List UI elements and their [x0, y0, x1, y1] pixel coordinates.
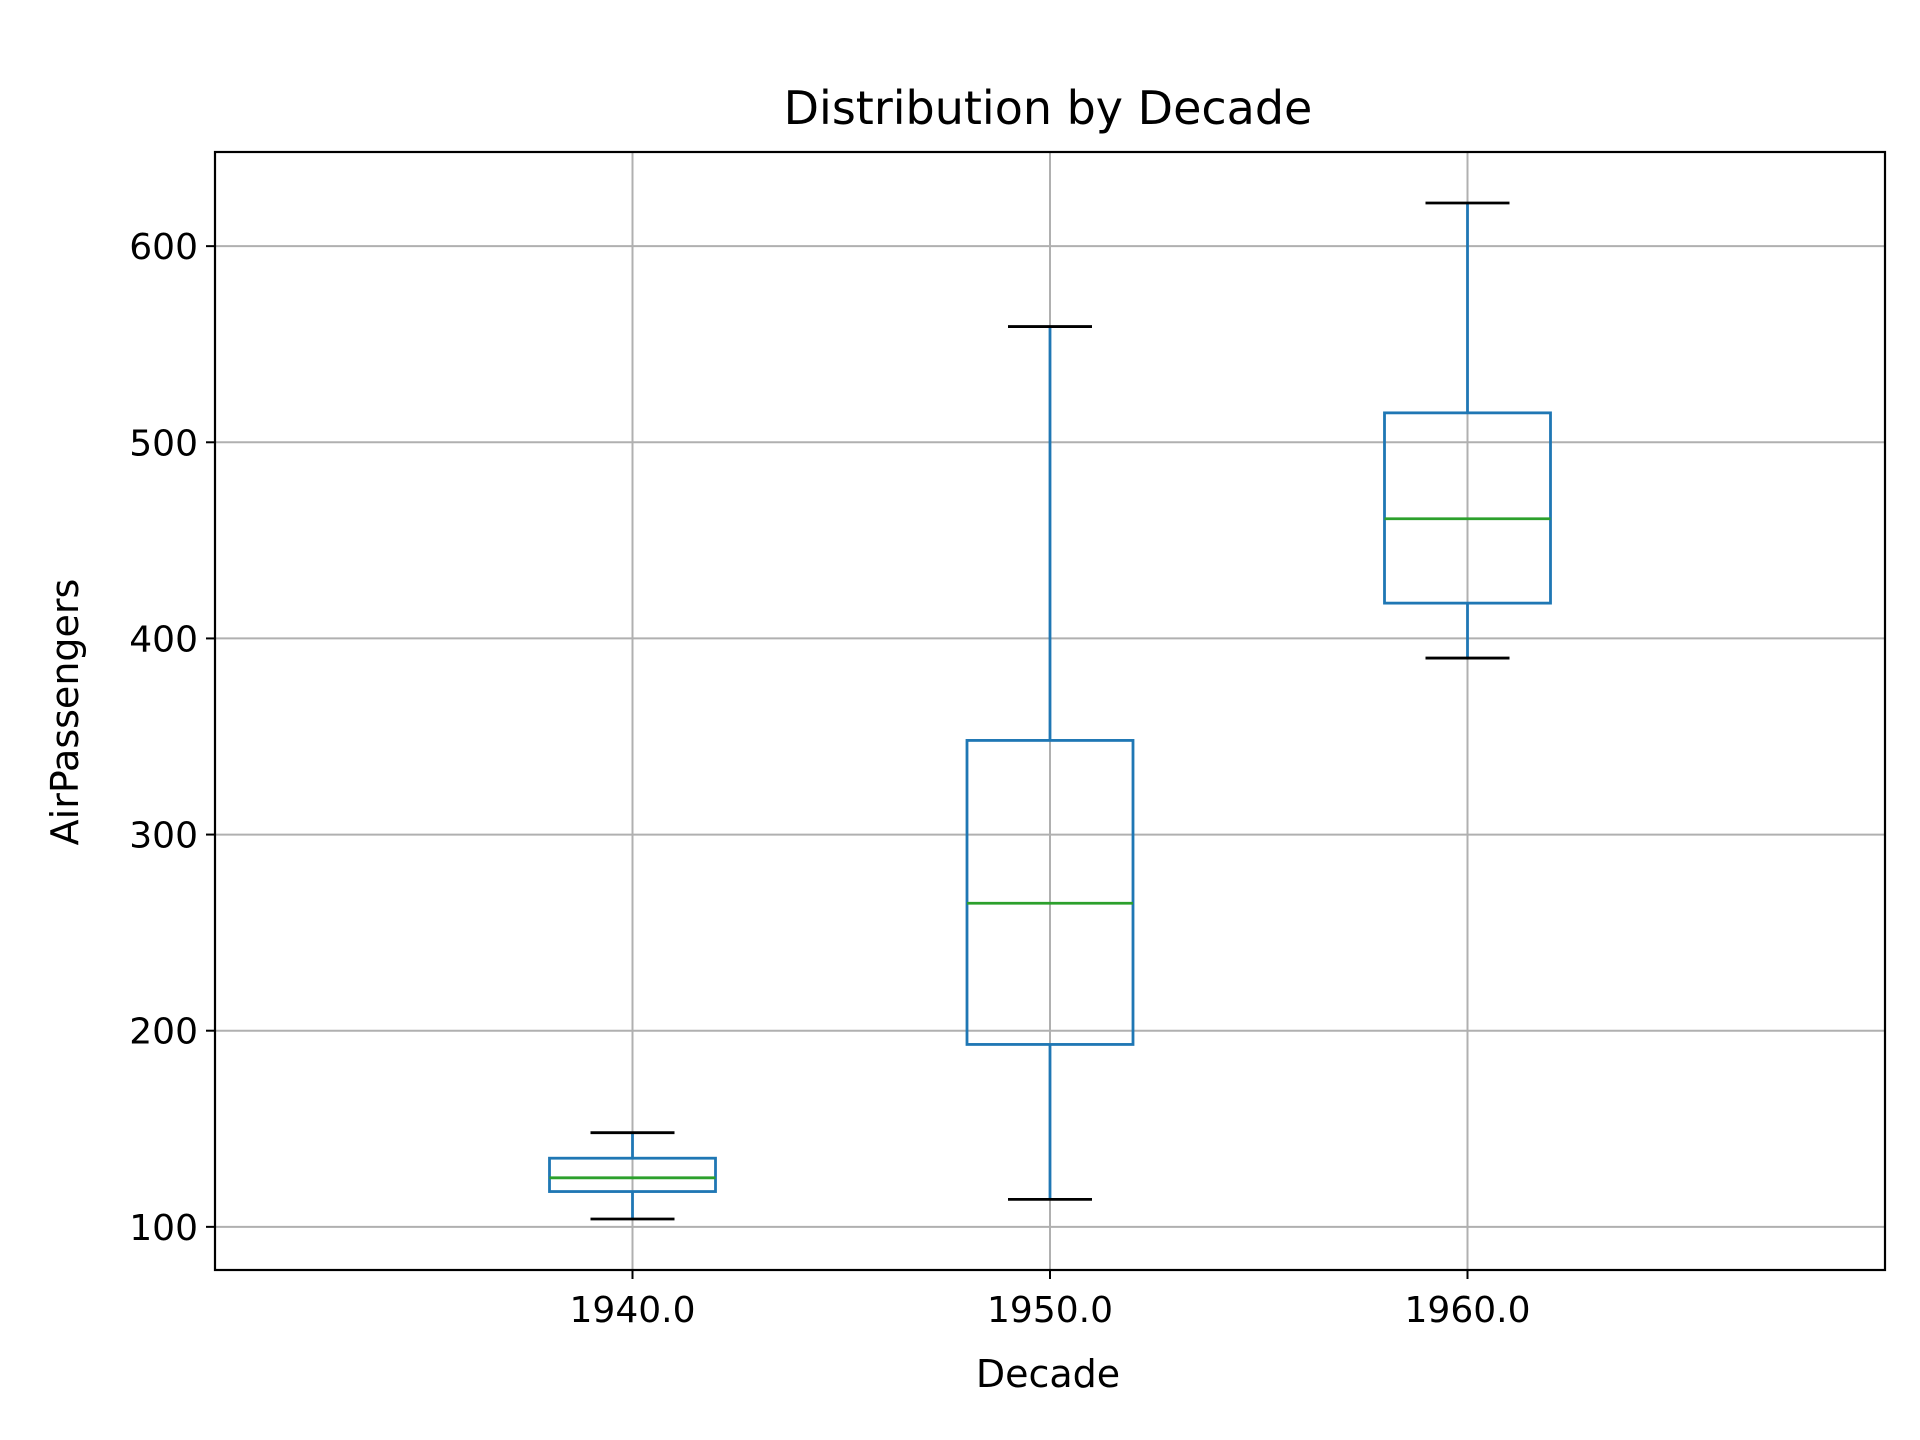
x-tick-label: 1950.0 — [987, 1290, 1113, 1331]
boxes — [548, 201, 1552, 1221]
y-tick-label: 100 — [129, 1208, 198, 1249]
box-1960.0 — [1383, 201, 1552, 660]
y-tick-label: 400 — [129, 619, 198, 660]
iqr-box — [1383, 411, 1552, 605]
y-tick-label: 600 — [129, 227, 198, 268]
box-1940.0 — [548, 1131, 717, 1221]
iqr-box — [965, 739, 1135, 1046]
box-1950.0 — [965, 325, 1135, 1201]
y-tick-label: 500 — [129, 423, 198, 464]
x-tick-label: 1940.0 — [570, 1290, 696, 1331]
y-ticks: 100 200 300 400 500 600 — [129, 227, 215, 1249]
y-tick-label: 200 — [129, 1012, 198, 1053]
x-ticks: 1940.0 1950.0 1960.0 — [570, 1270, 1531, 1331]
iqr-box — [548, 1156, 717, 1193]
y-axis-label: AirPassengers — [43, 579, 87, 846]
chart-title: Distribution by Decade — [784, 81, 1313, 135]
x-tick-label: 1960.0 — [1405, 1290, 1531, 1331]
x-axis-label: Decade — [976, 1352, 1120, 1396]
y-tick-label: 300 — [129, 816, 198, 857]
